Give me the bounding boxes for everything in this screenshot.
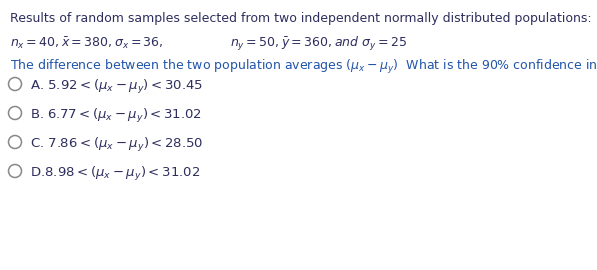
Text: The difference between the two population averages $(\mu_x - \mu_y)$  What is th: The difference between the two populatio… — [10, 58, 597, 76]
Text: $n_y = 50, \bar{y} = 360, and\ \sigma_y = 25$: $n_y = 50, \bar{y} = 360, and\ \sigma_y … — [230, 35, 407, 53]
Text: $n_x = 40, \bar{x} = 380, \sigma_x = 36,$: $n_x = 40, \bar{x} = 380, \sigma_x = 36,… — [10, 35, 164, 50]
Text: B. $6.77 < (\mu_x - \mu_y) < 31.02$: B. $6.77 < (\mu_x - \mu_y) < 31.02$ — [30, 107, 202, 125]
Text: C. $7.86 < (\mu_x - \mu_y) < 28.50$: C. $7.86 < (\mu_x - \mu_y) < 28.50$ — [30, 136, 204, 154]
Text: A. $5.92 < (\mu_x - \mu_y) < 30.45$: A. $5.92 < (\mu_x - \mu_y) < 30.45$ — [30, 78, 204, 96]
Text: Results of random samples selected from two independent normally distributed pop: Results of random samples selected from … — [10, 12, 592, 25]
Text: D.$8.98 < (\mu_x - \mu_y) < 31.02$: D.$8.98 < (\mu_x - \mu_y) < 31.02$ — [30, 165, 200, 183]
